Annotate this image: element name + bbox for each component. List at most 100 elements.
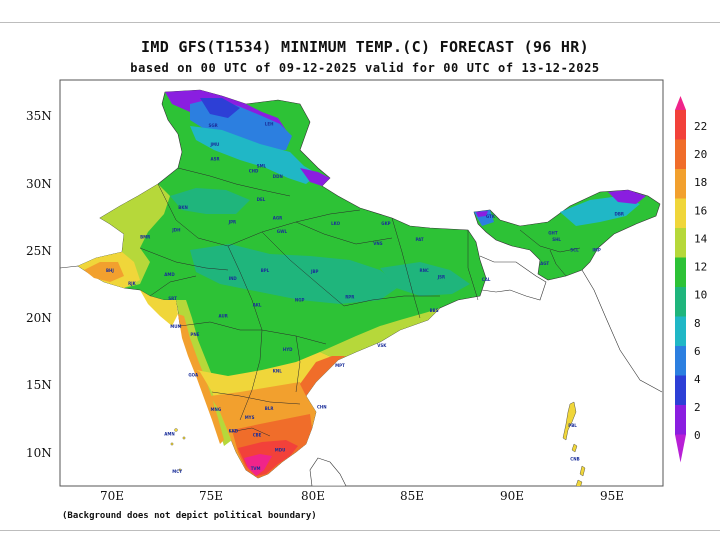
- lon-tick-label: 70E: [100, 489, 124, 503]
- lat-tick-label: 30N: [26, 177, 52, 191]
- station-label: GTK: [486, 214, 496, 219]
- station-label: KNL: [273, 368, 282, 373]
- station-label: JMU: [210, 142, 220, 147]
- top-divider: [0, 22, 720, 23]
- colorbar-label: 8: [694, 317, 701, 330]
- lat-tick-label: 10N: [26, 446, 52, 460]
- map-subtitle: based on 00 UTC of 09-12-2025 valid for …: [130, 61, 600, 75]
- station-label: GKP: [381, 221, 390, 226]
- station-label: JBP: [310, 269, 319, 274]
- colorbar-segment: [675, 346, 686, 376]
- andaman-islands: [562, 401, 586, 486]
- lon-tick-label: 80E: [301, 489, 325, 503]
- lat-axis: 35N 30N 25N 20N 15N 10N: [26, 109, 52, 460]
- station-label: HYD: [283, 347, 293, 352]
- station-label: MNG: [211, 407, 222, 412]
- colorbar-bottom-cap: [675, 434, 686, 463]
- lat-tick-label: 25N: [26, 244, 52, 258]
- station-label: IMP: [592, 248, 600, 253]
- colorbar-top-cap: [675, 96, 686, 110]
- warm-zone-eastcoast-yellow: [320, 308, 440, 360]
- station-label: GOA: [188, 372, 199, 377]
- lat-tick-label: 15N: [26, 378, 52, 392]
- station-label: AGR: [273, 216, 282, 221]
- colorbar-segment: [675, 110, 686, 140]
- colorbar-segment: [675, 228, 686, 258]
- station-label: SML: [257, 163, 267, 168]
- warm-zone-south-pink: [244, 454, 272, 476]
- bottom-divider: [0, 530, 720, 531]
- colorbar-label: 22: [694, 120, 707, 133]
- map-title: IMD GFS(T1534) MINIMUM TEMP.(C) FORECAST…: [141, 38, 589, 56]
- station-label: VSK: [377, 343, 387, 348]
- colorbar-label: 10: [694, 289, 707, 302]
- lakshadweep-islands: [170, 428, 186, 472]
- mild-zone-jharkhand: [380, 262, 470, 296]
- colorbar-segment: [675, 375, 686, 406]
- ne-sikkim-purple: [476, 211, 488, 217]
- lat-tick-label: 20N: [26, 311, 52, 325]
- colorbar-segment: [675, 198, 686, 229]
- colorbar-label: 18: [694, 176, 707, 189]
- station-label: JPR: [228, 220, 237, 225]
- colorbar-segment: [675, 169, 686, 199]
- station-label: ASR: [211, 157, 220, 162]
- station-label: JSR: [437, 275, 445, 280]
- station-label: AUR: [219, 313, 228, 318]
- warm-zone-kutch-orange: [84, 262, 124, 282]
- colorbar-label: 20: [694, 148, 707, 161]
- station-label: BLR: [265, 406, 274, 411]
- station-label: SGR: [209, 123, 218, 128]
- land-layer: SGR LEH JMU SML DDN CHD ASR DEL BKN JDH JPR BMR LKO G…: [60, 89, 663, 486]
- warm-zone-westcoast-orange: [178, 314, 224, 444]
- warm-zone-eastcoast-orange: [300, 356, 346, 396]
- station-label: BMR: [140, 234, 150, 239]
- station-label: LEH: [265, 122, 274, 127]
- bangladesh-outline: [479, 255, 547, 301]
- station-label: CHD: [249, 169, 259, 174]
- colorbar-label: 16: [694, 204, 707, 217]
- colorbar-label: 14: [694, 233, 708, 246]
- station-label: BBS: [430, 308, 439, 313]
- station-label: BKN: [178, 205, 188, 210]
- ne-cold-zone: [608, 190, 646, 204]
- colorbar-label: 0: [694, 429, 701, 442]
- station-label: PBL: [568, 423, 577, 428]
- station-label: AMD: [164, 272, 175, 277]
- footnote: (Background does not depict political bo…: [62, 511, 317, 521]
- uttarakhand-purple: [300, 168, 330, 186]
- station-label: SCL: [570, 248, 579, 253]
- colorbar-segment: [675, 139, 686, 170]
- colorbar-segment: [675, 287, 686, 317]
- station-label: AMN: [164, 431, 174, 436]
- sri-lanka-outline: [309, 457, 347, 486]
- pakistan-border: [60, 265, 79, 269]
- station-label: KKD: [229, 429, 239, 434]
- station-label: GHT: [548, 230, 558, 235]
- warm-zone-gujarat: [140, 290, 178, 326]
- station-label: MDU: [275, 447, 286, 452]
- station-label: TVM: [251, 466, 261, 471]
- station-label: RNC: [420, 268, 429, 273]
- colorbar-segment: [675, 316, 686, 347]
- station-label: CBE: [253, 433, 262, 438]
- station-label: JDH: [171, 228, 180, 233]
- station-label: VNS: [373, 241, 382, 246]
- colorbar-label: 2: [694, 401, 701, 414]
- station-label: BPL: [261, 268, 270, 273]
- myanmar-outline: [581, 269, 663, 393]
- station-label: CNB: [570, 457, 579, 462]
- station-label: PNE: [190, 332, 199, 337]
- mild-zone-punjab: [170, 188, 250, 214]
- station-label: SRT: [168, 296, 177, 301]
- station-label: BHJ: [106, 268, 114, 273]
- station-label: DEL: [257, 197, 266, 202]
- cool-zone-himalaya: [190, 126, 318, 184]
- station-label: NGP: [295, 297, 305, 302]
- station-label: LKO: [331, 221, 340, 226]
- colorbar-label: 12: [694, 261, 707, 274]
- station-label: DDN: [273, 174, 283, 179]
- station-label: MUM: [170, 324, 181, 329]
- station-label: AKL: [253, 303, 262, 308]
